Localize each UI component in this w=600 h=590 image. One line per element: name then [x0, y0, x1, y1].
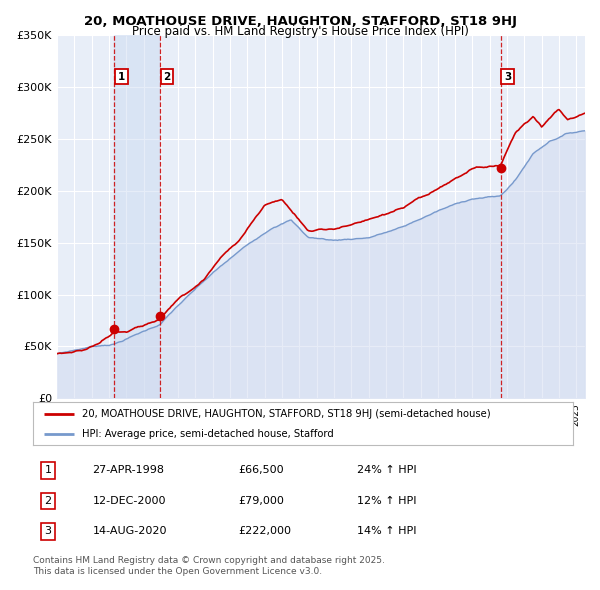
Text: 12-DEC-2000: 12-DEC-2000 — [92, 496, 166, 506]
Text: 2: 2 — [163, 72, 171, 82]
Text: 14% ↑ HPI: 14% ↑ HPI — [357, 526, 416, 536]
Text: 2: 2 — [44, 496, 52, 506]
Text: £79,000: £79,000 — [238, 496, 284, 506]
Text: 3: 3 — [44, 526, 52, 536]
Text: 12% ↑ HPI: 12% ↑ HPI — [357, 496, 416, 506]
Text: Contains HM Land Registry data © Crown copyright and database right 2025.
This d: Contains HM Land Registry data © Crown c… — [33, 556, 385, 576]
Text: 1: 1 — [118, 72, 125, 82]
Text: 24% ↑ HPI: 24% ↑ HPI — [357, 466, 416, 476]
Text: 20, MOATHOUSE DRIVE, HAUGHTON, STAFFORD, ST18 9HJ (semi-detached house): 20, MOATHOUSE DRIVE, HAUGHTON, STAFFORD,… — [82, 409, 490, 419]
Text: HPI: Average price, semi-detached house, Stafford: HPI: Average price, semi-detached house,… — [82, 429, 334, 439]
Text: £66,500: £66,500 — [238, 466, 284, 476]
Bar — [115, 35, 160, 398]
Text: 14-AUG-2020: 14-AUG-2020 — [92, 526, 167, 536]
Text: 27-APR-1998: 27-APR-1998 — [92, 466, 164, 476]
Text: £222,000: £222,000 — [238, 526, 291, 536]
Text: 3: 3 — [504, 72, 511, 82]
Text: Price paid vs. HM Land Registry's House Price Index (HPI): Price paid vs. HM Land Registry's House … — [131, 25, 469, 38]
Text: 20, MOATHOUSE DRIVE, HAUGHTON, STAFFORD, ST18 9HJ: 20, MOATHOUSE DRIVE, HAUGHTON, STAFFORD,… — [83, 15, 517, 28]
Text: 1: 1 — [44, 466, 52, 476]
